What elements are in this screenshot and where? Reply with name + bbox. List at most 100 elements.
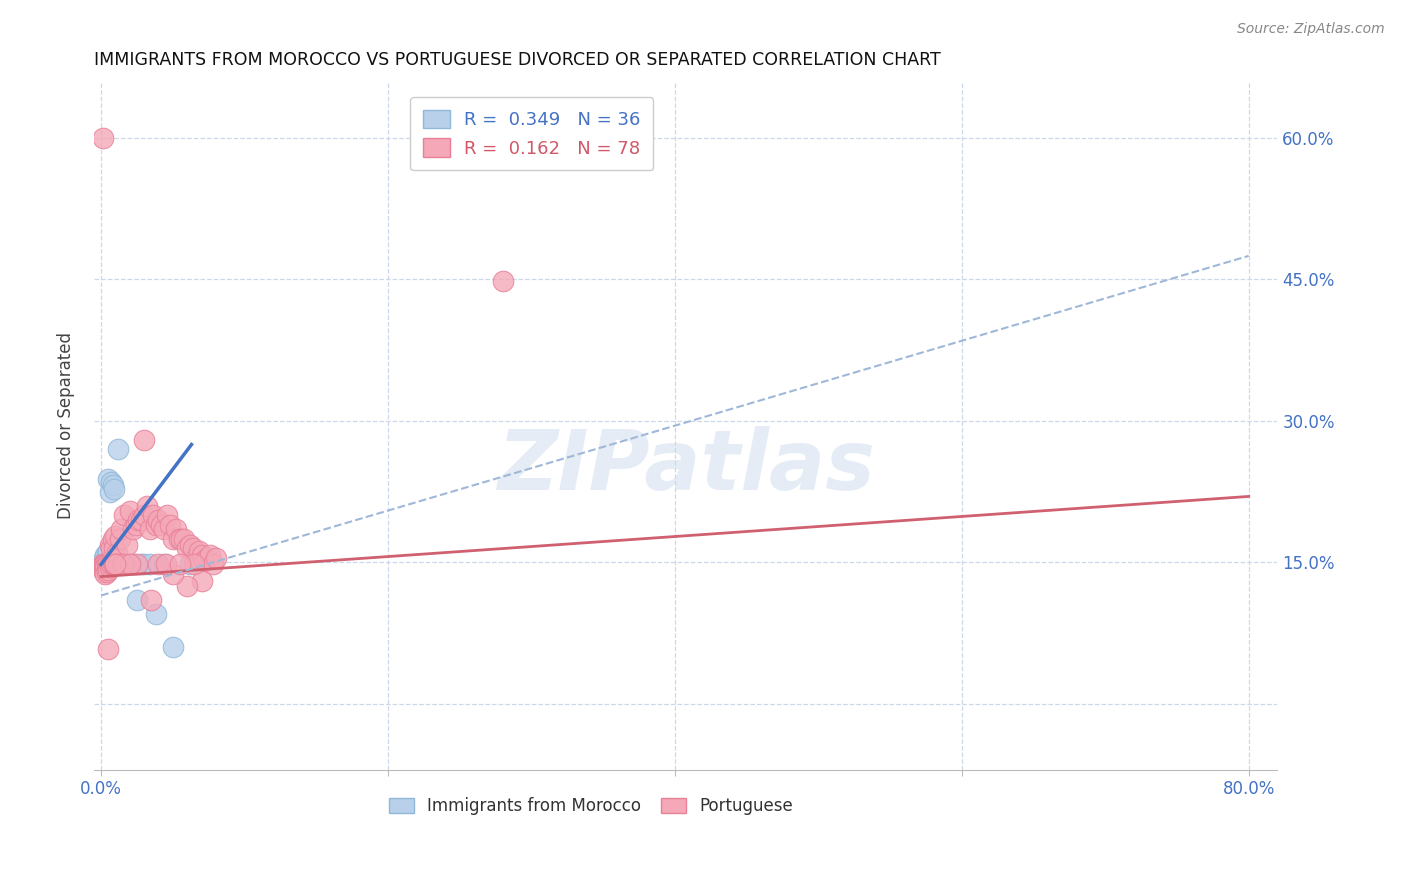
Point <box>492 274 515 288</box>
Point <box>176 541 198 556</box>
Point <box>125 593 148 607</box>
Text: Source: ZipAtlas.com: Source: ZipAtlas.com <box>1237 22 1385 37</box>
Point <box>184 550 207 565</box>
Point <box>101 558 124 572</box>
Point <box>110 523 132 537</box>
Point <box>121 523 143 537</box>
Point <box>115 539 138 553</box>
Point <box>108 532 131 546</box>
Point <box>94 566 117 581</box>
Point <box>170 532 193 546</box>
Point <box>167 532 190 546</box>
Point <box>100 541 122 556</box>
Point <box>145 607 167 622</box>
Point <box>105 546 128 560</box>
Point <box>94 558 117 572</box>
Point <box>94 560 117 574</box>
Point <box>100 558 122 572</box>
Point <box>195 550 218 565</box>
Point <box>141 593 163 607</box>
Point <box>91 558 114 572</box>
Point <box>125 558 148 572</box>
Point <box>134 558 156 572</box>
Point <box>156 508 179 523</box>
Point <box>98 539 121 553</box>
Point <box>162 566 184 581</box>
Point <box>97 563 120 577</box>
Point <box>190 548 212 562</box>
Point <box>97 558 120 572</box>
Point <box>104 558 127 572</box>
Point <box>97 544 120 558</box>
Point <box>101 532 124 546</box>
Point <box>162 640 184 655</box>
Point <box>142 508 165 523</box>
Point <box>110 558 132 572</box>
Point <box>124 517 146 532</box>
Point <box>98 484 121 499</box>
Point <box>101 478 124 492</box>
Point <box>148 513 170 527</box>
Point <box>155 558 177 572</box>
Point <box>105 558 128 572</box>
Point <box>108 558 131 572</box>
Point <box>134 433 156 447</box>
Point <box>139 558 162 572</box>
Point <box>97 642 120 657</box>
Point <box>179 539 201 553</box>
Point <box>118 503 141 517</box>
Text: IMMIGRANTS FROM MOROCCO VS PORTUGUESE DIVORCED OR SEPARATED CORRELATION CHART: IMMIGRANTS FROM MOROCCO VS PORTUGUESE DI… <box>94 51 941 69</box>
Point <box>91 131 114 145</box>
Point <box>201 558 224 572</box>
Point <box>111 558 134 572</box>
Point <box>139 523 162 537</box>
Point <box>173 532 195 546</box>
Point <box>103 482 125 496</box>
Text: ZIPatlas: ZIPatlas <box>496 426 875 508</box>
Point <box>181 541 204 556</box>
Point <box>150 517 173 532</box>
Point <box>101 558 124 572</box>
Point <box>97 472 120 486</box>
Point <box>94 553 117 567</box>
Point <box>115 558 138 572</box>
Point <box>193 553 215 567</box>
Point <box>96 558 118 572</box>
Point <box>100 558 122 572</box>
Point <box>98 560 121 574</box>
Point <box>91 558 114 572</box>
Point <box>153 558 176 572</box>
Point <box>91 560 114 574</box>
Point <box>104 558 127 572</box>
Point <box>112 508 135 523</box>
Point <box>103 541 125 556</box>
Point <box>127 513 149 527</box>
Point <box>103 558 125 572</box>
Point <box>205 550 228 565</box>
Point <box>98 558 121 572</box>
Point <box>96 558 118 572</box>
Point <box>183 558 205 572</box>
Point <box>96 546 118 560</box>
Point <box>153 523 176 537</box>
Point <box>98 558 121 572</box>
Point <box>97 558 120 572</box>
Point <box>94 548 117 562</box>
Point <box>93 565 115 579</box>
Point <box>93 558 115 572</box>
Point <box>100 475 122 490</box>
Point <box>93 550 115 565</box>
Point <box>93 560 115 574</box>
Point <box>111 558 134 572</box>
Point <box>169 558 191 572</box>
Point <box>136 499 159 513</box>
Point <box>104 529 127 543</box>
Point <box>122 558 145 572</box>
Point <box>91 558 114 572</box>
Point <box>129 513 152 527</box>
Point <box>176 579 198 593</box>
Legend: Immigrants from Morocco, Portuguese: Immigrants from Morocco, Portuguese <box>381 789 801 823</box>
Point <box>190 574 212 589</box>
Point <box>129 558 152 572</box>
Point <box>93 558 115 572</box>
